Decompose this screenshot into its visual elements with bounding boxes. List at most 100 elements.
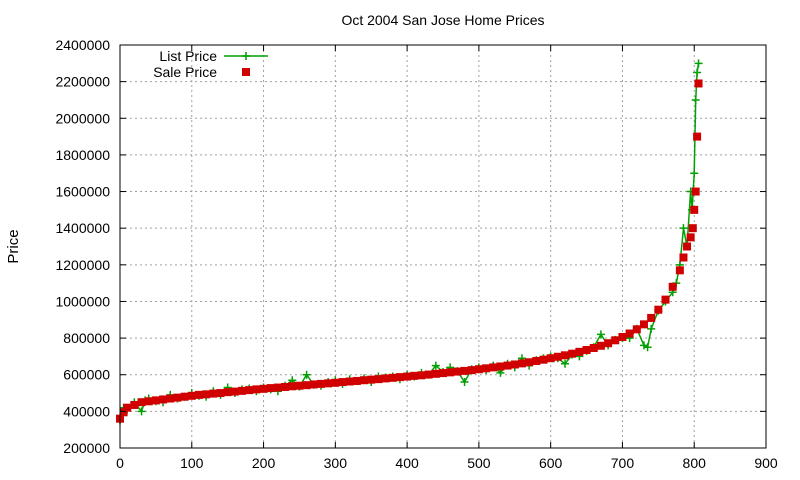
- sale-price-point: [266, 384, 275, 393]
- sale-price-point: [216, 389, 225, 398]
- grid-lines: [120, 45, 766, 448]
- list-price-point: [596, 330, 605, 339]
- x-tick-label: 0: [116, 455, 124, 471]
- sale-price-point: [446, 368, 455, 377]
- sale-price-point: [352, 376, 361, 385]
- sale-price-point: [431, 369, 440, 378]
- sale-price-point: [403, 372, 412, 381]
- sale-price-point: [460, 366, 469, 375]
- series-list-price: [116, 59, 703, 425]
- sale-price-point: [245, 386, 254, 395]
- sale-price-point: [683, 242, 692, 251]
- x-tick-label: 500: [467, 455, 491, 471]
- list-price-point: [679, 224, 688, 233]
- sale-price-point: [230, 387, 239, 396]
- sale-price-point: [694, 79, 703, 88]
- sale-price-point: [596, 341, 605, 350]
- y-tick-label: 200000: [63, 440, 110, 456]
- sale-price-point: [632, 325, 641, 334]
- x-tick-label: 400: [395, 455, 419, 471]
- sale-price-point: [424, 370, 433, 379]
- y-tick-label: 2400000: [55, 37, 110, 53]
- sale-price-point: [568, 349, 577, 358]
- y-tick-label: 1000000: [55, 293, 110, 309]
- x-tick-label: 600: [539, 455, 563, 471]
- sale-price-point: [374, 375, 383, 384]
- y-tick-label: 2000000: [55, 110, 110, 126]
- sale-price-point: [194, 390, 203, 399]
- sale-price-point: [546, 354, 555, 363]
- sale-price-point: [360, 376, 369, 385]
- sale-price-point: [686, 233, 695, 242]
- sale-price-point: [525, 358, 534, 367]
- sale-price-point: [582, 345, 591, 354]
- sale-price-point: [691, 187, 700, 196]
- sale-price-point: [503, 361, 512, 370]
- sale-price-point: [309, 380, 318, 389]
- sale-price-point: [575, 347, 584, 356]
- sale-price-point: [496, 362, 505, 371]
- sale-price-point: [381, 374, 390, 383]
- list-price-point: [690, 169, 699, 178]
- sale-price-point: [123, 403, 132, 412]
- sale-price-point: [661, 295, 670, 304]
- x-tick-label: 700: [611, 455, 635, 471]
- sale-price-point: [510, 360, 519, 369]
- y-tick-label: 2200000: [55, 74, 110, 90]
- axis-ticks: [119, 44, 767, 449]
- sale-price-point: [223, 388, 232, 397]
- list-price-point: [431, 361, 440, 370]
- sale-price-point: [316, 379, 325, 388]
- x-tick-label: 100: [180, 455, 204, 471]
- sale-price-point: [474, 365, 483, 374]
- legend: List Price Sale Price: [153, 48, 268, 80]
- sale-price-point: [180, 392, 189, 401]
- list-price-point: [639, 341, 648, 350]
- sale-price-point: [679, 253, 688, 262]
- sale-price-point: [410, 371, 419, 380]
- sale-price-point: [151, 396, 160, 405]
- legend-marker-list-price: [242, 52, 250, 60]
- sale-price-point: [288, 382, 297, 391]
- sale-price-point: [604, 339, 613, 348]
- sale-price-point: [693, 132, 702, 141]
- sale-price-point: [144, 397, 153, 406]
- y-tick-label: 400000: [63, 403, 110, 419]
- list-price-point: [302, 370, 311, 379]
- sale-price-point: [202, 390, 211, 399]
- y-tick-label: 1600000: [55, 184, 110, 200]
- y-tick-label: 1200000: [55, 257, 110, 273]
- sale-price-point: [187, 391, 196, 400]
- sale-price-point: [539, 355, 548, 364]
- sale-price-point: [259, 384, 268, 393]
- chart-title: Oct 2004 San Jose Home Prices: [341, 12, 544, 28]
- sale-price-point: [273, 383, 282, 392]
- series-sale-price: [116, 79, 703, 423]
- sale-price-point: [119, 408, 128, 417]
- sale-price-point: [690, 205, 699, 214]
- sale-price-point: [532, 356, 541, 365]
- sale-price-point: [130, 400, 139, 409]
- list-price-point: [647, 324, 656, 333]
- sale-price-point: [345, 377, 354, 386]
- sale-price-point: [482, 364, 491, 373]
- sale-price-point: [553, 352, 562, 361]
- x-tick-label: 300: [324, 455, 348, 471]
- sale-price-point: [654, 305, 663, 314]
- y-tick-label: 1800000: [55, 147, 110, 163]
- sale-price-point: [639, 320, 648, 329]
- x-tick-label: 800: [683, 455, 707, 471]
- sale-price-point: [439, 369, 447, 378]
- y-tick-label: 800000: [63, 330, 110, 346]
- list-price-point: [691, 95, 700, 104]
- sale-price-point: [395, 373, 404, 382]
- sale-price-point: [625, 329, 634, 338]
- plot-frame: [119, 44, 767, 449]
- sale-price-point: [388, 373, 397, 382]
- sale-price-point: [489, 363, 498, 372]
- sale-price-point: [417, 371, 426, 380]
- sale-price-point: [618, 332, 627, 341]
- sale-price-point: [252, 385, 261, 394]
- sale-price-point: [209, 389, 218, 398]
- sale-price-point: [453, 367, 462, 376]
